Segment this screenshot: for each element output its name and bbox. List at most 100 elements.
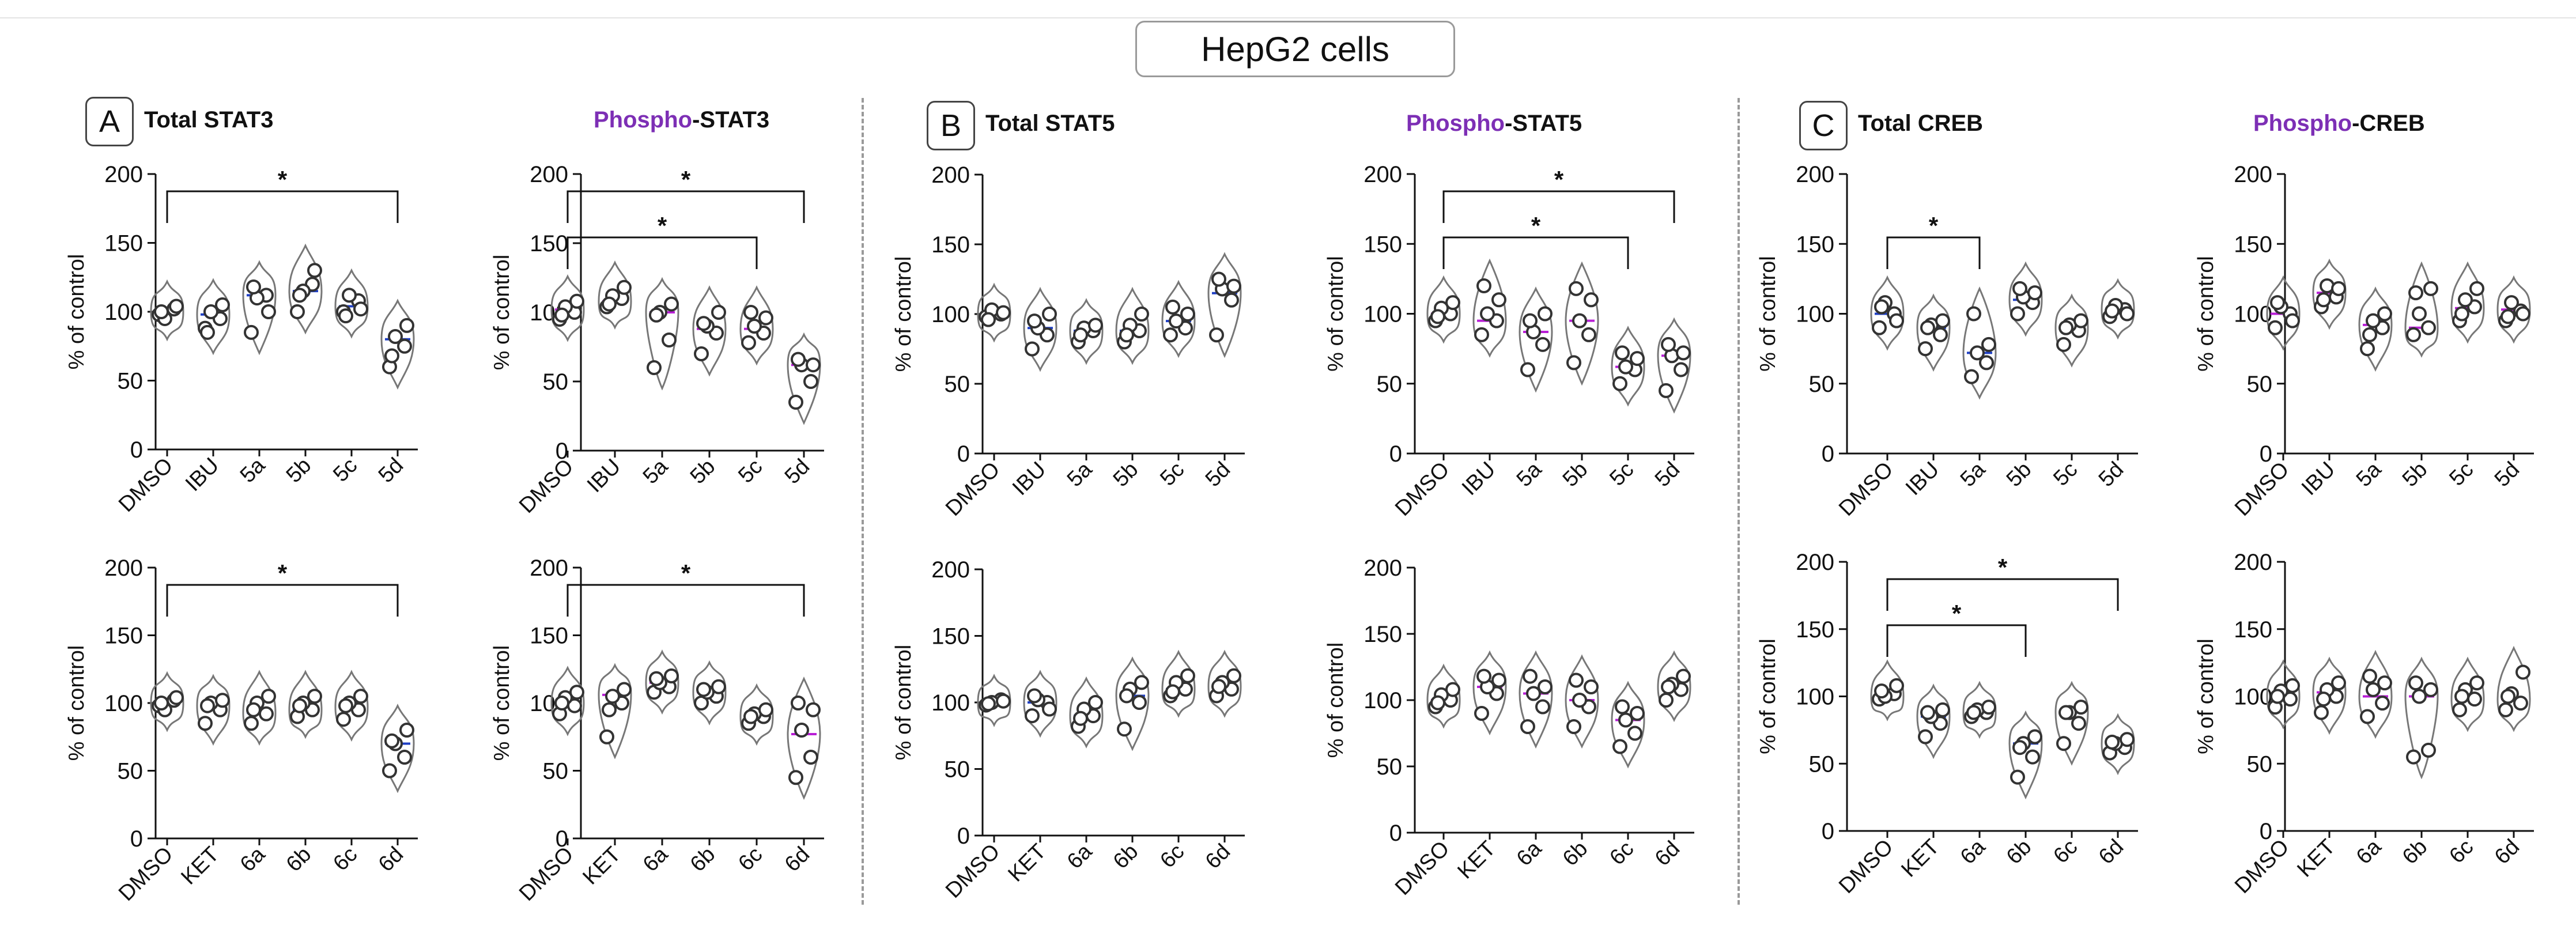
violin-shape (2101, 278, 2135, 340)
data-point (2408, 285, 2423, 301)
data-point (2423, 682, 2438, 697)
data-point (1981, 337, 1996, 352)
y-tick-label: 100 (1363, 688, 1402, 713)
data-point (1134, 675, 1149, 690)
data-point (1535, 337, 1550, 352)
x-tick-label: 5c (2445, 458, 2478, 491)
significance-star: * (681, 166, 691, 193)
data-point (2412, 689, 2427, 704)
y-tick-label: 200 (530, 162, 568, 187)
violin-shape (977, 282, 1011, 343)
data-point (743, 709, 758, 724)
data-point (758, 310, 773, 326)
data-point (382, 763, 397, 779)
y-axis-label: % of control (2194, 638, 2218, 754)
data-point (743, 305, 758, 320)
phospho-suffix: -STAT5 (1505, 111, 1582, 136)
data-point (1165, 299, 1180, 315)
data-point (261, 689, 276, 704)
y-tick-label: 100 (2234, 685, 2272, 710)
data-point (2314, 705, 2329, 720)
data-point (1491, 672, 1506, 688)
y-axis-label: % of control (490, 645, 514, 761)
data-point (1523, 668, 1538, 684)
violin-shape (2496, 275, 2531, 344)
y-tick-label: 50 (1377, 754, 1403, 780)
panel-a-phospho-title: Phospho-STAT3 (594, 107, 769, 133)
data-point (996, 693, 1011, 709)
data-point (1966, 705, 1981, 720)
violin-shape (1611, 326, 1645, 407)
data-point (1966, 306, 1981, 322)
data-point (1119, 327, 1134, 343)
y-tick-label: 100 (104, 300, 143, 325)
data-point (1918, 729, 1933, 745)
panel-label-c: C (1799, 101, 1848, 150)
violin-shape (1870, 275, 1905, 351)
significance-star: * (681, 560, 691, 587)
y-tick-label: 50 (945, 757, 970, 783)
violin-shape (2312, 258, 2347, 330)
phospho-suffix: -STAT3 (692, 107, 770, 133)
chart-B-total-5: 0 50 100 150 200 % of control DMSO IBU 5a 5b 5c 5d (892, 162, 1245, 521)
violin-shape (1611, 681, 1645, 769)
violin-shape (1657, 317, 1691, 414)
data-point (397, 750, 412, 765)
y-tick-label: 0 (130, 437, 143, 463)
data-point (1042, 701, 1057, 717)
y-tick-label: 200 (1796, 550, 1834, 575)
significance-star: * (658, 212, 667, 239)
data-point (307, 263, 322, 278)
data-point (261, 304, 276, 319)
data-point (1209, 327, 1224, 343)
data-point (1073, 711, 1088, 726)
data-point (2010, 306, 2025, 322)
data-point (1615, 345, 1630, 361)
data-point (1874, 683, 1889, 699)
data-point (2421, 742, 2436, 758)
significance-bracket (1886, 578, 2119, 611)
x-tick-label: 6b (2002, 835, 2037, 870)
violin-shape (1207, 252, 1242, 358)
panel-b-phospho-title: Phospho-STAT5 (1406, 111, 1582, 137)
data-point (1630, 706, 1645, 721)
data-point (664, 668, 679, 683)
data-point (2027, 729, 2042, 745)
x-tick-label: 6b (2398, 835, 2433, 870)
data-point (2377, 306, 2392, 322)
x-tick-label: 6c (2049, 835, 2082, 868)
x-tick-label: IBU (1901, 458, 1944, 501)
data-point (1674, 362, 1689, 377)
y-tick-label: 150 (1363, 232, 1402, 257)
x-tick-label: 6d (2490, 835, 2525, 870)
data-point (1889, 678, 1904, 693)
data-point (803, 750, 818, 765)
y-tick-label: 50 (118, 759, 143, 784)
data-point (2316, 292, 2331, 308)
y-tick-label: 50 (543, 759, 569, 784)
data-point (2056, 337, 2071, 352)
data-point (2270, 689, 2285, 704)
data-point (1073, 327, 1088, 343)
data-point (2120, 732, 2135, 747)
data-point (2515, 664, 2530, 680)
x-tick-label: KET (1897, 835, 1944, 882)
data-point (1117, 721, 1132, 737)
violin-shape (1916, 293, 1951, 372)
data-point (1659, 383, 1674, 398)
data-point (2513, 696, 2528, 711)
data-point (2268, 320, 2283, 335)
data-point (2025, 749, 2040, 765)
x-tick-label: DMSO (1391, 837, 1454, 900)
data-point (2406, 749, 2421, 765)
y-axis-label: % of control (1756, 638, 1780, 754)
violin-shape (2266, 275, 2301, 351)
significance-bracket (566, 190, 805, 223)
y-tick-label: 200 (2234, 550, 2272, 575)
y-tick-label: 150 (931, 232, 970, 258)
figure-title: HepG2 cells (1135, 21, 1455, 77)
